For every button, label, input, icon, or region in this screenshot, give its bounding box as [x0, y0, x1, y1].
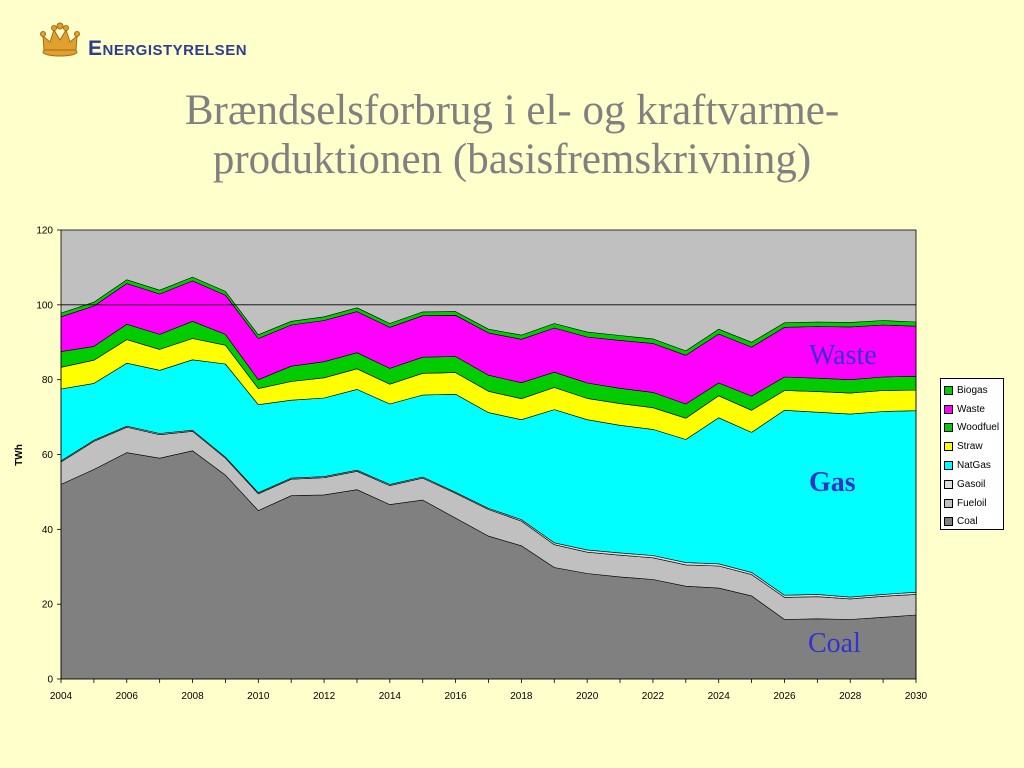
legend-swatch — [944, 385, 953, 395]
x-tick-label: 2004 — [50, 691, 73, 702]
legend-item-straw: Straw — [944, 437, 1000, 456]
legend-swatch — [944, 498, 953, 508]
x-tick-label: 2028 — [839, 691, 862, 702]
annotation-waste: Waste — [809, 340, 877, 371]
legend-item-woodfuel: Woodfuel — [944, 419, 1000, 438]
title-line-1: Brændselsforbrug i el- og kraftvarme- — [184, 87, 840, 134]
x-tick-label: 2022 — [642, 691, 665, 702]
x-tick-label: 2020 — [576, 691, 599, 702]
y-tick-label: 100 — [36, 300, 53, 311]
title-line-2: produktionen (basisfremskrivning) — [212, 136, 812, 183]
legend-swatch — [944, 404, 953, 414]
y-tick-label: 0 — [47, 675, 53, 686]
y-tick-label: 120 — [36, 226, 53, 237]
legend-label: Fueloil — [957, 497, 987, 509]
x-tick-label: 2008 — [181, 691, 204, 702]
annotation-gas: Gas — [809, 467, 856, 498]
legend-label: Straw — [957, 441, 983, 453]
legend-label: Biogas — [957, 384, 988, 396]
legend-item-fueloil: Fueloil — [944, 494, 1000, 513]
x-tick-label: 2026 — [773, 691, 796, 702]
y-tick-label: 20 — [42, 600, 54, 611]
x-tick-label: 2016 — [444, 691, 467, 702]
legend-swatch — [944, 479, 953, 489]
legend-item-natgas: NatGas — [944, 456, 1000, 475]
y-tick-label: 60 — [42, 450, 54, 461]
legend-item-waste: Waste — [944, 400, 1000, 419]
legend-swatch — [944, 423, 953, 433]
legend-label: Coal — [957, 516, 978, 528]
x-tick-label: 2012 — [313, 691, 336, 702]
x-tick-label: 2018 — [510, 691, 533, 702]
legend-item-gasoil: Gasoil — [944, 475, 1000, 494]
area-series-group — [60, 276, 917, 680]
legend-swatch — [944, 442, 953, 452]
crown-icon — [40, 22, 80, 57]
legend-swatch — [944, 517, 953, 527]
x-tick-label: 2010 — [247, 691, 270, 702]
y-tick-label: 80 — [42, 375, 54, 386]
annotation-coal: Coal — [808, 628, 861, 659]
y-tick-label: 40 — [42, 525, 54, 536]
page-title: Brændselsforbrug i el- og kraftvarme- pr… — [0, 86, 1024, 184]
axes: 0 20 40 60 80 100 120 2004 2006 2008 2010 2012 2014 2… — [36, 226, 927, 703]
legend-swatch — [944, 461, 953, 471]
logo-text: Energistyrelsen — [88, 37, 248, 60]
x-tick-label: 2024 — [708, 691, 731, 702]
x-tick-label: 2014 — [379, 691, 402, 702]
legend-label: Gasoil — [957, 478, 986, 490]
chart-legend: Biogas Waste Woodfuel Straw NatGas Gasoil Fuel… — [940, 378, 1004, 530]
legend-item-coal: Coal — [944, 513, 1000, 532]
legend-label: Woodfuel — [957, 422, 1000, 434]
logo: Energistyrelsen — [40, 22, 290, 62]
y-axis-label: TWh — [14, 444, 25, 466]
legend-label: NatGas — [957, 460, 991, 472]
legend-item-biogas: Biogas — [944, 381, 1000, 400]
x-tick-label: 2006 — [116, 691, 139, 702]
x-tick-label: 2030 — [905, 691, 928, 702]
legend-label: Waste — [957, 403, 985, 415]
